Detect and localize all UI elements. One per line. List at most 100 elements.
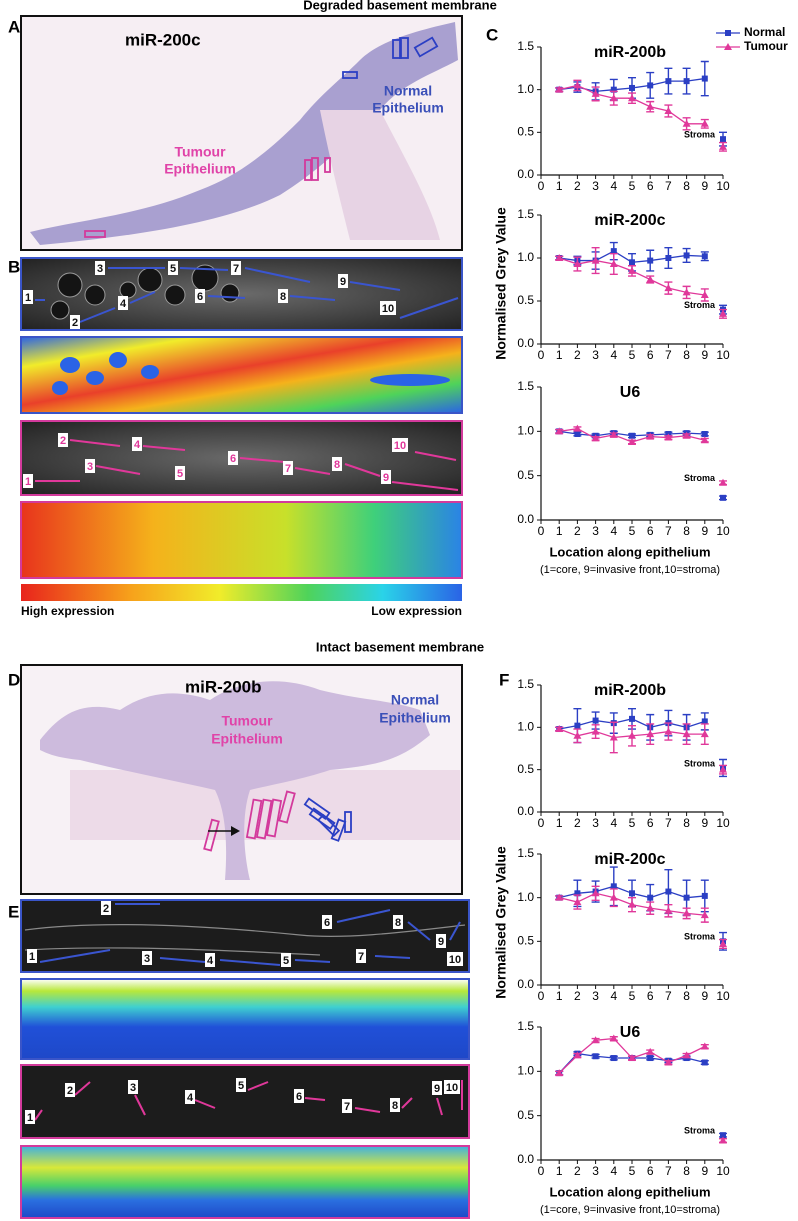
marker [683,252,690,259]
location-label: 4 [120,298,127,310]
y-tick-label: 1.0 [517,250,534,264]
x-tick-label: 2 [574,179,581,193]
y-tick-label: 0.5 [517,934,534,948]
x-tick-label: 3 [592,1164,599,1178]
label-box [65,1083,75,1097]
panel-letter: F [499,670,509,689]
regions [84,36,439,238]
marker [664,107,673,114]
location-label: 5 [177,468,183,480]
location-label: 1 [25,476,31,488]
location-label: 6 [296,1091,302,1103]
marker [555,893,564,901]
chart-title: miR-200b [594,682,666,699]
x-tick-label: 1 [556,1164,563,1178]
label-box [58,433,68,447]
x-tick-label: 10 [716,348,730,362]
marker [610,883,617,890]
x-tick-label: 3 [592,524,599,538]
marker [591,727,600,735]
label-box [283,461,293,475]
label-box [338,274,348,288]
label-box [278,289,288,303]
heatmap-holes [52,352,450,395]
marker [720,494,726,501]
location-label: 3 [144,953,150,965]
marker [609,733,618,741]
marker [665,78,672,85]
x-tick-label: 7 [665,816,672,830]
y-axis-label: Normalised Grey Value [493,846,509,999]
y-tick-label: 1.0 [517,720,534,734]
marker [682,288,691,296]
label-box [444,1080,460,1094]
marker [573,81,582,89]
y-tick-label: 0.5 [517,468,534,482]
marker [682,119,691,127]
y-tick-label: 1.5 [517,207,534,221]
x-tick-label: 3 [592,816,599,830]
marker [664,433,673,441]
x-axis-note: (1=core, 9=invasive front,10=stroma) [540,1204,720,1216]
annotation: Tumour [221,713,273,729]
regions [203,790,352,852]
x-tick-label: 1 [556,179,563,193]
fluorescence-image [20,899,470,973]
x-tick-label: 7 [665,1164,672,1178]
x-tick-label: 0 [538,989,545,1003]
marker [628,1054,636,1062]
label-box [25,1110,35,1124]
heatmap [20,1145,470,1219]
marker [720,136,726,143]
marker [646,904,655,912]
x-axis-note: (1=core, 9=invasive front,10=stroma) [540,564,720,576]
label-box [118,296,128,310]
marker [591,256,600,264]
x-tick-label: 7 [665,989,672,1003]
location-label: 6 [230,453,236,465]
marker [719,478,727,486]
label-box [447,952,463,966]
x-tick-label: 2 [574,524,581,538]
y-tick-label: 1.5 [517,379,534,393]
x-tick-label: 8 [683,179,690,193]
marker [610,248,617,255]
marker [629,890,635,897]
x-tick-label: 8 [683,1164,690,1178]
marker [628,437,636,445]
marker [591,89,600,97]
transects [34,1080,463,1121]
x-tick-label: 7 [665,179,672,193]
marker [665,255,672,261]
marker [628,731,636,739]
label-box [175,466,185,480]
legend-marker [724,43,732,50]
y-tick-label: 1.0 [517,1064,534,1078]
marker [700,436,709,444]
marker [591,434,600,442]
y-tick-label: 1.5 [517,39,534,53]
label-box [132,437,142,451]
heatmap [20,501,463,579]
x-tick-label: 10 [716,989,730,1003]
stroma [320,110,440,240]
x-tick-label: 10 [716,524,730,538]
marker [647,1055,654,1062]
x-tick-label: 4 [610,989,617,1003]
color-bar-label: High expression [21,604,114,618]
y-tick-label: 0.5 [517,293,534,307]
label-box [168,261,178,275]
label-box [27,949,37,963]
arrowhead [231,826,240,836]
label-box [381,470,391,484]
location-label: 3 [87,461,93,473]
location-label: 5 [238,1080,244,1092]
marker [664,906,673,914]
x-tick-label: 4 [610,348,617,362]
marker [609,94,618,102]
label-box [342,1099,352,1113]
transects [39,903,461,966]
x-tick-label: 3 [592,989,599,1003]
marker [664,1058,673,1066]
